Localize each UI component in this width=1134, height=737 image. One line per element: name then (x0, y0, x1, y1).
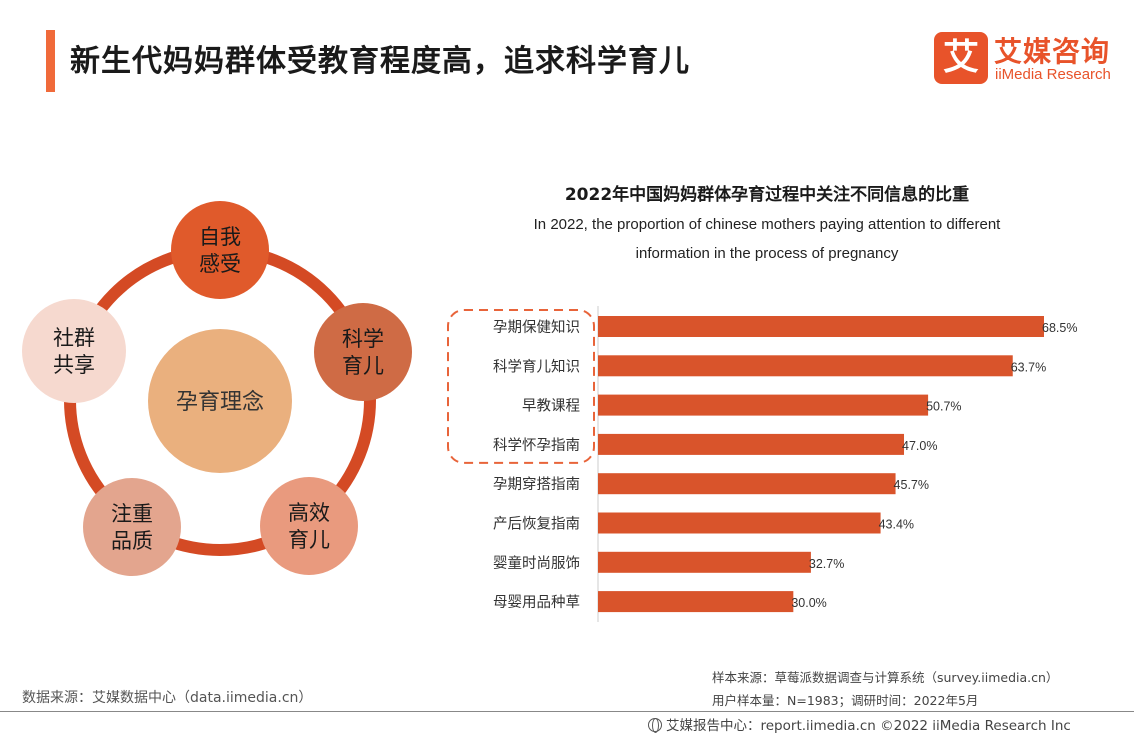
report-center-text: 艾媒报告中心：report.iimedia.cn ©2022 iiMedia R… (666, 718, 1071, 734)
concept-node-label-2-line2: 育儿 (288, 528, 330, 552)
bar-6 (598, 551, 811, 573)
value-label-0: 68.5% (1042, 321, 1077, 335)
value-label-3: 47.0% (902, 439, 937, 453)
bar-4 (598, 473, 896, 495)
brand-logo: 艾 艾媒咨询 iiMedia Research (934, 32, 1124, 86)
logo-name-cn: 艾媒咨询 (994, 35, 1111, 68)
concept-node-label-2-line1: 高效 (288, 501, 330, 525)
concept-node-1 (314, 303, 412, 401)
bar-7 (598, 591, 794, 613)
chart-subtitle: In 2022, the proportion of chinese mothe… (452, 210, 1082, 268)
page-title: 新生代妈妈群体受教育程度高，追求科学育儿 (70, 44, 690, 79)
concept-node-4 (22, 299, 126, 403)
title-accent-bar (46, 30, 55, 92)
bar-chart: 孕期保健知识 68.5% 科学育儿知识 63.7% 早教课程 50.7% 科学怀孕指南 47.… (447, 306, 1077, 622)
category-label-0: 孕期保健知识 (493, 319, 580, 336)
value-label-4: 45.7% (894, 478, 929, 492)
highlight-dashed-box (447, 309, 595, 464)
chart-subtitle-line1: In 2022, the proportion of chinese mothe… (533, 216, 1001, 233)
concept-node-label-0-line2: 感受 (199, 252, 241, 276)
value-label-6: 32.7% (809, 557, 844, 571)
concept-node-label-3-line1: 注重 (111, 502, 153, 526)
concept-node-2 (260, 477, 358, 575)
footer-divider (0, 711, 1134, 712)
category-label-1: 科学育儿知识 (493, 358, 580, 375)
report-center: 艾媒报告中心：report.iimedia.cn ©2022 iiMedia R… (648, 714, 1071, 734)
concept-node-3 (83, 478, 181, 576)
category-label-7: 母婴用品种草 (493, 594, 580, 611)
value-label-1: 63.7% (1011, 360, 1046, 374)
value-label-2: 50.7% (926, 400, 961, 414)
category-label-4: 孕期穿搭指南 (493, 476, 580, 493)
value-label-5: 43.4% (879, 518, 914, 532)
bar-1 (598, 355, 1013, 377)
globe-icon (648, 718, 662, 733)
chart-subtitle-line2: information in the process of pregnancy (635, 245, 899, 262)
concept-node-label-4-line1: 社群 (53, 326, 95, 350)
concept-node-label-3-line2: 品质 (111, 529, 153, 553)
category-label-2: 早教课程 (522, 398, 580, 415)
logo-mark-icon: 艾 (934, 32, 988, 84)
concept-node-label-0-line1: 自我 (199, 225, 241, 249)
center-circle (148, 329, 292, 473)
bar-0 (598, 316, 1044, 337)
bar-2 (598, 394, 929, 416)
bar-3 (598, 433, 905, 455)
chart-title: 2022年中国妈妈群体孕育过程中关注不同信息的比重 (564, 185, 970, 205)
value-label-7: 30.0% (791, 596, 826, 610)
center-label: 孕育理念 (176, 390, 264, 415)
concept-node-label-4-line2: 共享 (53, 353, 95, 377)
category-label-5: 产后恢复指南 (493, 515, 580, 533)
bar-5 (598, 512, 881, 534)
logo-name-en: iiMedia Research (995, 66, 1111, 83)
sample-size: 用户样本量：N=1983；调研时间：2022年5月 (712, 693, 979, 708)
concept-node-label-1-line1: 科学 (342, 327, 384, 351)
data-source: 数据来源：艾媒数据中心（data.iimedia.cn） (22, 690, 313, 706)
concept-node-0 (171, 201, 269, 299)
category-label-3: 科学怀孕指南 (493, 437, 580, 454)
category-label-6: 婴童时尚服饰 (493, 554, 580, 572)
concept-node-label-1-line2: 育儿 (342, 354, 384, 378)
sample-source: 样本来源：草莓派数据调查与计算系统（survey.iimedia.cn） (712, 670, 1059, 685)
